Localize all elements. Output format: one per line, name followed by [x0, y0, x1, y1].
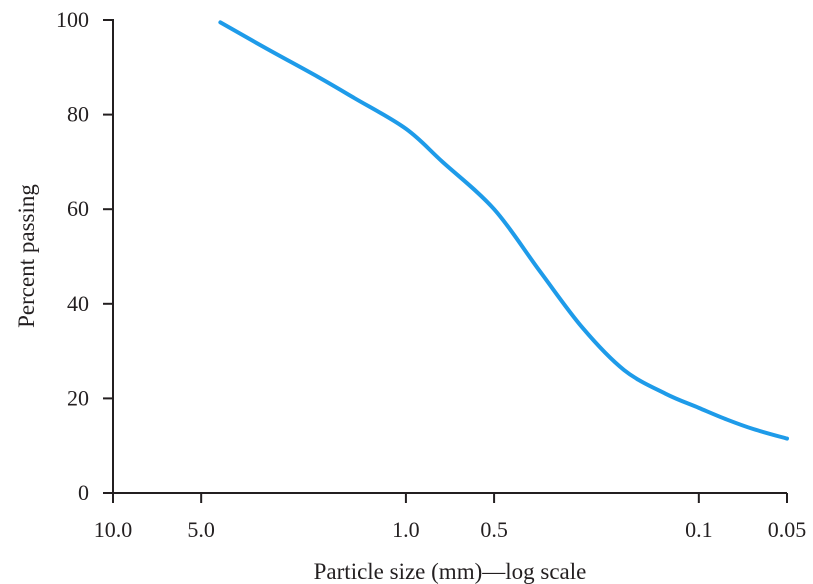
x-tick-label: 0.5	[480, 517, 508, 542]
x-tick-label: 0.1	[685, 517, 713, 542]
y-tick-label: 80	[67, 102, 89, 127]
x-tick-label: 1.0	[392, 517, 420, 542]
y-tick-label: 40	[67, 291, 89, 316]
y-tick-label: 100	[56, 7, 89, 32]
series-group	[218, 20, 789, 441]
y-axis-label: Percent passing	[14, 184, 39, 328]
y-tick-label: 20	[67, 385, 89, 410]
series-line	[218, 20, 789, 441]
x-tick-label: 10.0	[94, 517, 133, 542]
y-tick-label: 0	[78, 480, 89, 505]
x-tick-label: 0.05	[768, 517, 807, 542]
y-axis-ticks: 0 20 40 60 80 100	[56, 7, 113, 505]
x-axis-ticks: 10.0 5.0 1.0 0.5 0.1 0.05	[94, 493, 807, 542]
y-tick-label: 60	[67, 196, 89, 221]
x-tick-label: 5.0	[187, 517, 215, 542]
x-axis-label: Particle size (mm)—log scale	[314, 559, 587, 584]
